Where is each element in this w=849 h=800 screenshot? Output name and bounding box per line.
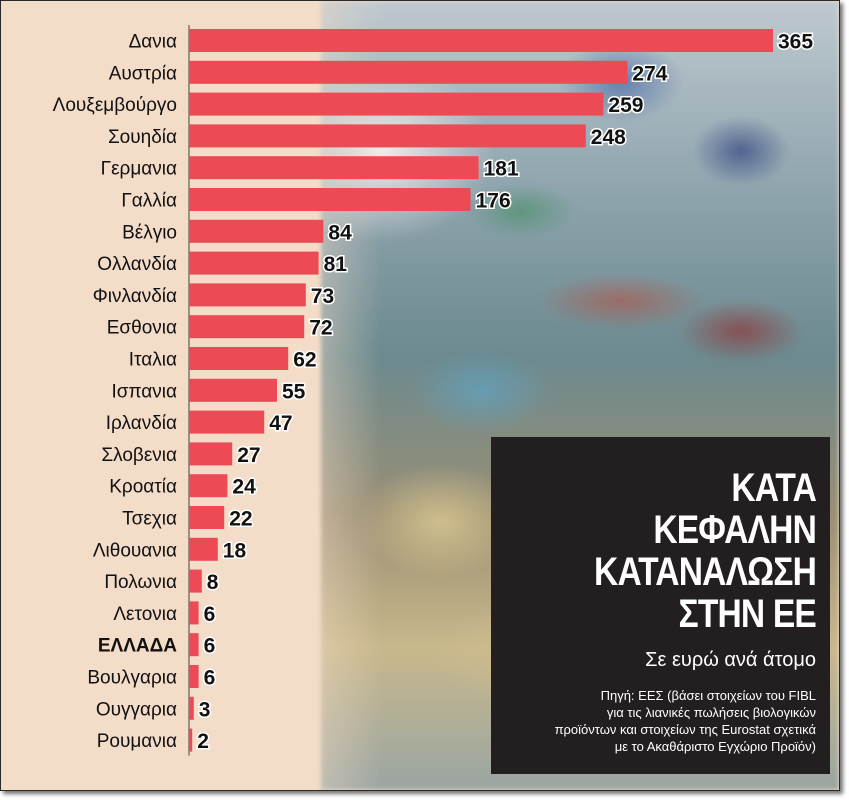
value-label: 84 (328, 221, 352, 244)
value-label: 2 (197, 730, 209, 753)
bar (189, 601, 199, 625)
value-label: 181 (484, 158, 519, 181)
source-note-line: με το Ακαθάριστο Εγχώριο Προϊόν) (614, 739, 816, 754)
bar-chart: Δανια 365 Αυστρία 274 Λουξεμβούργο 259 Σουηδία… (53, 25, 815, 756)
bar (189, 188, 471, 211)
category-label: Ιρλανδία (106, 413, 177, 434)
value-label: 62 (293, 349, 316, 372)
bar (189, 410, 265, 434)
value-label: 6 (204, 603, 216, 626)
source-note-line: Πηγή: ΕΕΣ (βάσει στοιχείων του FIBL (600, 688, 816, 703)
value-label: 365 (778, 31, 813, 54)
chart-subtitle: Σε ευρώ ανά άτομο (645, 649, 816, 671)
chart-title-line: ΣΤΗΝ ΕΕ (678, 592, 817, 636)
chart-marks: Δανια 365 Αυστρία 274 Λουξεμβούργο 259 Σουηδία… (53, 29, 815, 755)
info-box: ΚΑΤΑ ΚΕΦΑΛΗΝ ΚΑΤΑΝΑΛΩΣΗ ΣΤΗΝ ΕΕ Σε ευρώ … (491, 437, 830, 774)
category-label: Σουηδία (108, 127, 177, 148)
bar (189, 506, 225, 529)
chart-title: ΚΑΤΑ ΚΕΦΑΛΗΝ ΚΑΤΑΝΑΛΩΣΗ ΣΤΗΝ ΕΕ (547, 466, 817, 636)
value-label: 6 (204, 667, 216, 690)
category-label: Πολωνια (104, 572, 177, 593)
category-label: Δανια (129, 32, 177, 53)
value-label: 72 (309, 317, 332, 340)
category-label: Λιθουανια (93, 540, 177, 561)
bar (189, 251, 319, 275)
category-label: Βουλγαρια (87, 668, 177, 689)
category-label: Ισπανια (111, 381, 177, 402)
category-label: Ουγγαρια (96, 699, 177, 720)
bar (189, 474, 228, 498)
value-label: 47 (269, 412, 292, 435)
bar (189, 92, 604, 116)
bar (189, 569, 202, 593)
category-label: Ολλανδία (97, 254, 177, 275)
category-label: Τσεχια (122, 509, 177, 530)
value-label: 274 (632, 62, 667, 85)
source-note-line: για τις λιανικές πωλήσεις βιολογικών (606, 705, 816, 720)
value-label: 81 (324, 253, 348, 276)
bar (189, 633, 199, 657)
bar (189, 283, 306, 307)
category-label: Βέλγιο (122, 222, 177, 243)
category-label: Λετονια (113, 604, 177, 625)
source-note-line: προϊόντων και στοιχείων της Eurostat σχε… (554, 722, 816, 737)
category-label: Αυστρία (109, 63, 177, 84)
bar (189, 347, 289, 370)
category-label: Ρουμανια (97, 731, 177, 752)
bar (189, 378, 277, 402)
value-label: 24 (232, 476, 256, 499)
source-note: Πηγή: ΕΕΣ (βάσει στοιχείων του FIBL για … (496, 687, 816, 755)
bar (189, 315, 305, 339)
bar (189, 60, 628, 84)
value-label: 73 (311, 285, 334, 308)
value-label: 18 (223, 539, 247, 562)
value-label: 55 (282, 380, 306, 403)
bar (189, 696, 194, 720)
bar (189, 537, 218, 561)
category-label: Κροατία (109, 477, 177, 498)
value-label: 3 (199, 698, 211, 721)
chart-title-line: ΚΑΤΑΝΑΛΩΣΗ (594, 550, 817, 594)
value-label: 6 (204, 635, 216, 658)
bar (189, 156, 479, 180)
category-label: Γερμανια (101, 159, 177, 180)
category-label: Ιταλια (129, 350, 177, 371)
infographic-frame: Δανια 365 Αυστρία 274 Λουξεμβούργο 259 Σουηδία… (0, 0, 840, 791)
chart-title-line: ΚΑΤΑ (731, 466, 817, 510)
value-label: 27 (237, 444, 260, 467)
value-label: 248 (591, 126, 626, 149)
bar (189, 728, 193, 752)
category-label: Φινλανδία (93, 286, 177, 307)
value-label: 259 (608, 94, 643, 117)
bar (189, 219, 324, 243)
bar (189, 124, 586, 148)
category-label: Σλοβενια (101, 445, 177, 466)
value-label: 22 (229, 508, 252, 531)
category-label: ΕΛΛΑΔΑ (98, 636, 177, 657)
value-label: 8 (207, 571, 219, 594)
bar (189, 29, 773, 52)
bar (189, 665, 199, 688)
category-label: Λουξεμβούργο (53, 95, 177, 116)
chart-title-line: ΚΕΦΑΛΗΝ (653, 508, 817, 552)
value-label: 176 (476, 190, 511, 213)
category-label: Γαλλία (121, 191, 177, 212)
category-label: Εσθονια (107, 318, 177, 339)
bar (189, 442, 233, 466)
